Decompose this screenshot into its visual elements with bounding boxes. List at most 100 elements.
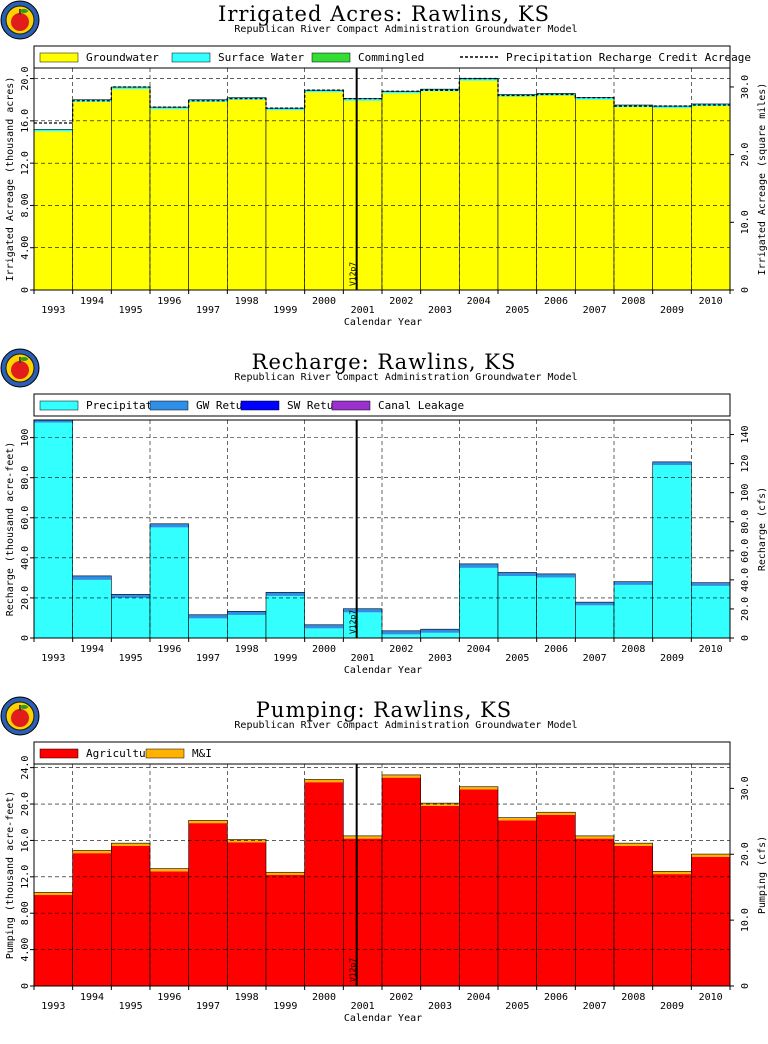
x-axis-tick-label: 2000 [312, 992, 336, 1003]
left-axis-tick-label: 4.00 [20, 938, 31, 962]
bar-precipitation [575, 605, 614, 638]
right-axis-tick-label: 30.0 [740, 75, 751, 99]
bar-precipitation [304, 628, 344, 638]
x-axis-tick-label: 1996 [157, 644, 181, 655]
right-axis-tick-label: 0 [740, 635, 751, 641]
bar-gw-returns [614, 581, 653, 585]
x-axis-tick-label: 1997 [196, 305, 220, 316]
bar-agricultural [227, 842, 266, 986]
legend-swatch [240, 400, 280, 411]
bar-agricultural [459, 789, 498, 986]
x-axis-tick-label: 2008 [621, 296, 645, 307]
bar-precipitation [343, 612, 382, 638]
recharge-chart: Precipitation GW Returns SW Returns Canal L… [5, 393, 768, 676]
bar-m-i [188, 820, 228, 824]
bar-m-i [72, 850, 112, 854]
right-axis-tick-label: 20.0 [740, 143, 751, 167]
left-axis-tick-label: 80.0 [20, 466, 31, 490]
bar-groundwater [536, 95, 576, 290]
bar-gw-returns [536, 573, 576, 578]
x-axis-tick-label: 2003 [428, 1001, 452, 1012]
bar-m-i [150, 868, 189, 872]
bar-gw-returns [304, 624, 344, 629]
bar-m-i [575, 835, 614, 839]
bar-surface-water [111, 87, 150, 90]
left-axis-title: Irrigated Acreage (thousand acres) [5, 77, 16, 282]
legend-label: Precipitation Recharge Credit Acreage [506, 51, 751, 64]
x-axis-tick-label: 2005 [505, 653, 529, 664]
x-axis-tick-label: 1999 [273, 1001, 297, 1012]
x-axis-tick-label: 2004 [467, 992, 491, 1003]
bar-m-i [266, 872, 305, 875]
bar-agricultural [498, 820, 537, 986]
right-axis-tick-label: 20.0 [740, 597, 751, 621]
bar-gw-returns [575, 602, 614, 606]
bar-gw-returns [459, 563, 498, 568]
bar-gw-returns [111, 594, 150, 598]
bar-groundwater [614, 107, 653, 290]
left-axis-tick-label: 20.0 [20, 792, 31, 816]
bar-groundwater [150, 109, 189, 290]
legend-label: Groundwater [86, 51, 159, 64]
bar-groundwater [304, 92, 344, 290]
x-axis-tick-label: 2009 [660, 653, 684, 664]
left-axis-tick-label: 0 [20, 287, 31, 293]
bar-gw-returns [652, 461, 692, 466]
x-axis-tick-label: 2001 [351, 305, 375, 316]
x-axis-tick-label: 2000 [312, 644, 336, 655]
legend-swatch [39, 52, 79, 63]
chart-subtitle: Republican River Compact Administration … [234, 24, 578, 35]
bar-m-i [227, 839, 266, 843]
bar-agricultural [188, 823, 228, 986]
legend-label: Agricultural [86, 747, 165, 760]
bar-m-i [691, 854, 730, 857]
bar-precipitation [382, 634, 421, 638]
pumping-chart: Agricultural M&I V12p7 0 4.00 8.00 12.0 16.0 20.… [5, 741, 768, 1024]
x-axis-tick-label: 2008 [621, 644, 645, 655]
bar-groundwater [498, 96, 537, 291]
bar-gw-returns [420, 629, 460, 633]
x-axis-tick-label: 1994 [80, 644, 104, 655]
bar-surface-water [575, 97, 614, 100]
right-axis-tick-label: 100 [740, 484, 751, 502]
left-axis-tick-label: 8.00 [20, 901, 31, 925]
legend-swatch [39, 400, 79, 411]
x-axis-title: Calendar Year [344, 665, 422, 676]
bar-m-i [304, 779, 344, 783]
right-axis-title: Irrigated Acreage (square miles) [757, 83, 768, 276]
right-axis-tick-label: 120 [740, 455, 751, 473]
x-axis-tick-label: 1999 [273, 653, 297, 664]
bar-m-i [614, 843, 653, 846]
legend-swatch [39, 748, 79, 759]
bar-m-i [382, 774, 421, 778]
legend-swatch [145, 748, 185, 759]
chart-title: Recharge: Rawlins, KS [251, 350, 517, 374]
bar-groundwater [111, 89, 150, 291]
bar-groundwater [343, 100, 382, 291]
bar-agricultural [536, 814, 576, 986]
bar-precipitation [150, 527, 189, 638]
bar-precipitation [614, 584, 653, 638]
x-axis-tick-label: 2007 [583, 305, 607, 316]
bar-agricultural [266, 875, 305, 986]
x-axis-tick-label: 2001 [351, 1001, 375, 1012]
x-axis-tick-label: 2003 [428, 653, 452, 664]
x-axis-tick-label: 1994 [80, 992, 104, 1003]
right-axis-tick-label: 80.0 [740, 510, 751, 534]
right-axis-title: Recharge (cfs) [757, 487, 768, 571]
x-axis-tick-label: 2001 [351, 653, 375, 664]
x-axis-tick-label: 2002 [389, 992, 413, 1003]
x-axis-tick-label: 1999 [273, 305, 297, 316]
left-axis-tick-label: 40.0 [20, 546, 31, 570]
x-axis-tick-label: 2000 [312, 296, 336, 307]
x-axis-tick-label: 2010 [699, 992, 723, 1003]
legend-box [33, 393, 731, 417]
bar-precipitation [420, 632, 460, 638]
chart-subtitle: Republican River Compact Administration … [234, 372, 578, 383]
rrca-logo-icon [0, 348, 40, 388]
bar-gw-returns [188, 614, 228, 619]
left-axis-tick-label: 4.00 [20, 236, 31, 260]
legend-swatch [331, 400, 371, 411]
x-axis-tick-label: 1994 [80, 296, 104, 307]
bar-precipitation [459, 567, 498, 638]
